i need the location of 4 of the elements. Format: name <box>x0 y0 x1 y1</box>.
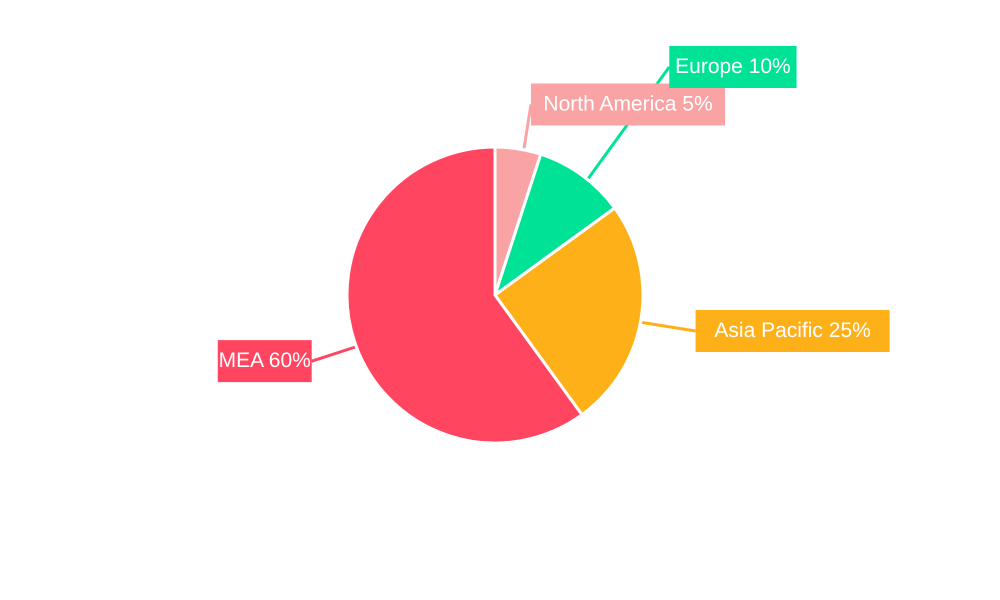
slice-label: Europe 10% <box>675 55 791 78</box>
slice-label: North America 5% <box>543 92 713 116</box>
slice-label: Asia Pacific 25% <box>714 318 871 342</box>
slice-label: MEA 60% <box>218 349 311 372</box>
